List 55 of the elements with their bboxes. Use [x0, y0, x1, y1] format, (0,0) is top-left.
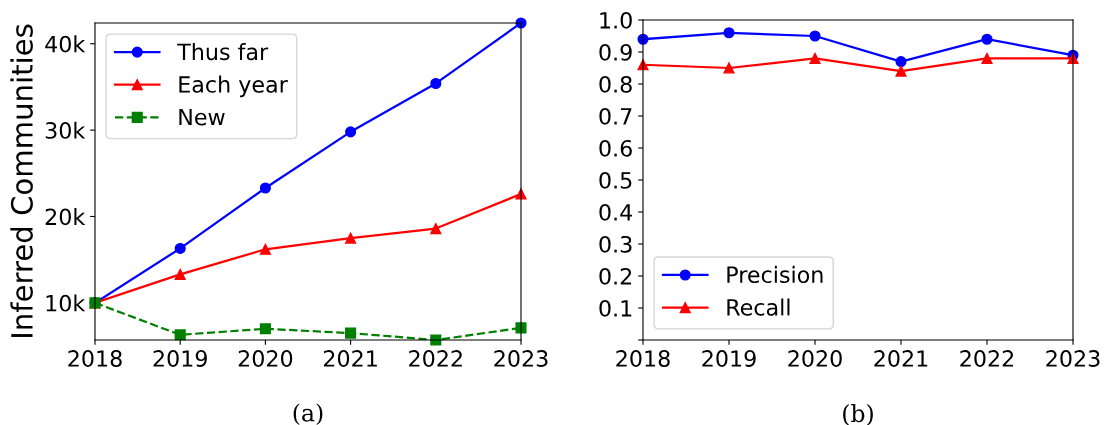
x-tick-label: 2022: [960, 350, 1014, 367]
x-tick-label: 2023: [1046, 350, 1100, 367]
x-tick-label: 2021: [874, 350, 928, 367]
y-tick-label: 0.9: [599, 43, 632, 61]
y-tick-label: 1.0: [600, 11, 632, 29]
point: [174, 268, 186, 280]
x-tick-label: 2021: [323, 350, 377, 367]
y-tick-label: 0.8: [599, 75, 632, 93]
x-tick-label: 2020: [238, 350, 293, 367]
point: [259, 243, 271, 255]
x-tick-label: 2022: [409, 350, 462, 367]
point: [723, 62, 735, 74]
point: [259, 182, 271, 194]
legend-label: Recall: [727, 298, 790, 316]
x-tick-label: 2018: [68, 350, 122, 367]
x-tick-label: 2018: [616, 350, 670, 367]
legend-label: Precision: [727, 265, 823, 284]
point: [174, 242, 186, 254]
point: [895, 56, 907, 68]
point: [345, 232, 357, 244]
point: [174, 329, 186, 341]
point: [809, 30, 821, 42]
point: [430, 77, 442, 90]
point: [723, 27, 735, 39]
y-tick-label: 40k: [45, 35, 86, 53]
x-tick-label: 2020: [788, 350, 842, 367]
point: [430, 334, 442, 346]
y-tick-label: 10k: [46, 294, 86, 312]
y-tick-label: 0.2: [599, 267, 632, 285]
point: [345, 126, 357, 138]
y-tick-label: 0.7: [599, 107, 632, 125]
y-tick-label: 0.6: [599, 139, 632, 157]
point: [515, 322, 527, 334]
text: (a): [293, 403, 323, 425]
y-axis-title: Inferred Communities: [10, 24, 33, 337]
x-tick-label: 2019: [153, 350, 207, 367]
point: [345, 327, 357, 339]
legend-label: Each year: [179, 75, 288, 98]
y-tick-label: 20k: [45, 208, 86, 226]
x-tick-label: 2023: [494, 350, 548, 367]
x-tick-label: 2019: [702, 350, 756, 367]
point: [981, 52, 993, 64]
y-tick-label: 30k: [45, 121, 86, 139]
y-tick-label: 0.4: [599, 203, 633, 221]
point: [430, 223, 442, 235]
point: [259, 323, 271, 335]
y-tick-label: 0.3: [599, 235, 632, 253]
point: [895, 65, 907, 77]
legend-label: New: [179, 108, 225, 126]
point: [809, 52, 821, 64]
y-tick-label: 0.5: [599, 171, 632, 189]
point: [981, 33, 993, 45]
text: (b): [843, 404, 873, 425]
legend-label: Thus far: [177, 43, 269, 61]
y-tick-label: 0.1: [599, 299, 632, 317]
